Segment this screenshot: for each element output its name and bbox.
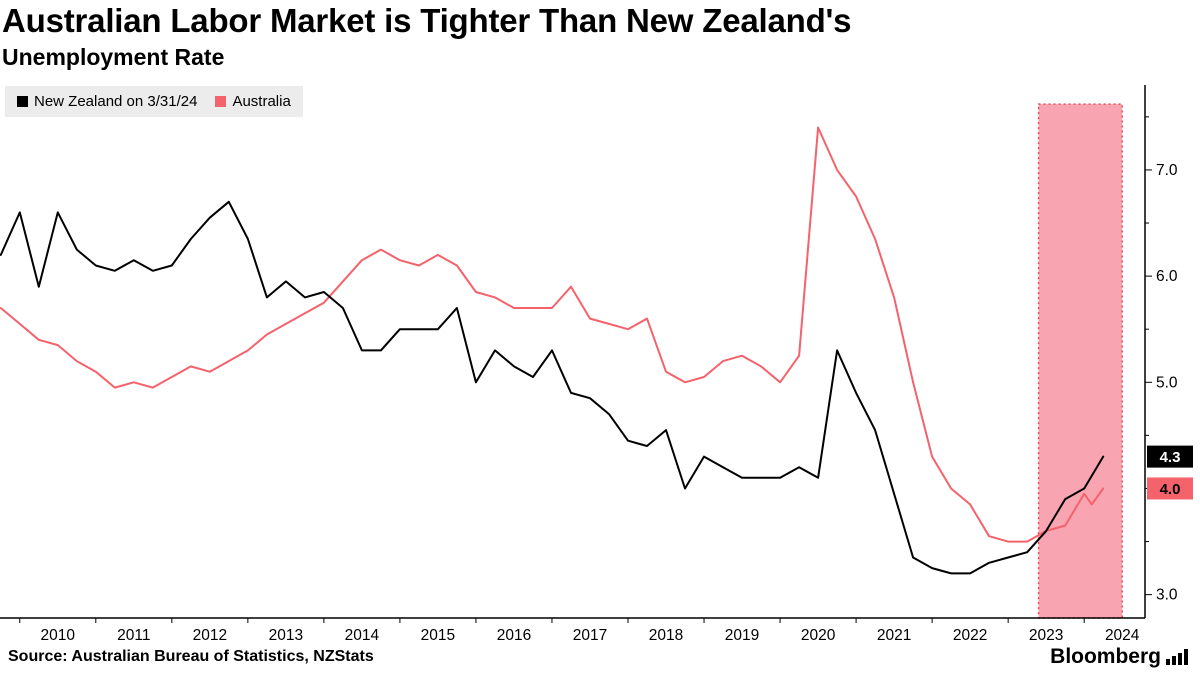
legend-swatch-new-zealand [17, 96, 28, 107]
y-axis-tick-label: 3.0 [1156, 587, 1178, 604]
legend-swatch-australia [215, 96, 227, 107]
x-axis-year-label: 2018 [649, 627, 683, 644]
x-axis-year-label: 2014 [345, 627, 380, 644]
value-badge-label: 4.0 [1160, 481, 1181, 498]
x-axis-year-label: 2024 [1105, 627, 1140, 644]
x-axis-year-label: 2021 [877, 627, 911, 644]
x-axis-year-label: 2013 [269, 627, 303, 644]
new-zealand-value-badge [1147, 445, 1193, 468]
y-axis-tick-label: 5.0 [1156, 374, 1178, 391]
x-axis-year-label: 2011 [117, 627, 150, 644]
legend-item-australia: Australia [215, 93, 291, 110]
highlight-band [1038, 104, 1123, 618]
australia-line [0, 126, 1105, 543]
y-axis-tick-label: 7.0 [1156, 162, 1178, 179]
y-axis-tick-label: 6.0 [1156, 268, 1178, 285]
x-axis-year-label: 2010 [41, 627, 76, 644]
bloomberg-logo: Bloomberg [1050, 645, 1188, 669]
x-axis-year-label: 2012 [193, 627, 227, 644]
legend-label: New Zealand on 3/31/24 [34, 93, 198, 110]
x-axis-year-label: 2019 [725, 627, 759, 644]
x-axis-year-label: 2023 [1029, 627, 1063, 644]
source-note: Source: Australian Bureau of Statistics,… [8, 648, 374, 665]
chart-subtitle: Unemployment Rate [2, 44, 225, 70]
new-zealand-line [0, 200, 1105, 575]
unemployment-line-chart: 3.0 4.0 5.0 6.0 7.0 2010 2011 2012 2013 2014 2015 2… [0, 85, 1193, 644]
x-axis-year-label: 2022 [953, 627, 987, 644]
bloomberg-chart-icon [1166, 649, 1188, 665]
x-axis-year-label: 2015 [421, 627, 455, 644]
legend-item-new-zealand: New Zealand on 3/31/24 [17, 93, 197, 110]
value-badge-label: 4.3 [1160, 449, 1181, 466]
australia-value-badge [1147, 477, 1193, 500]
highlight-band-border [1037, 103, 1123, 619]
bloomberg-logo-text: Bloomberg [1050, 645, 1161, 668]
x-axis-year-label: 2016 [497, 627, 531, 644]
page-title: Australian Labor Market is Tighter Than … [2, 2, 852, 39]
x-axis-year-label: 2020 [801, 627, 836, 644]
x-axis-year-label: 2017 [573, 627, 607, 644]
chart-legend: New Zealand on 3/31/24 Australia [5, 86, 303, 117]
legend-label: Australia [232, 93, 291, 110]
